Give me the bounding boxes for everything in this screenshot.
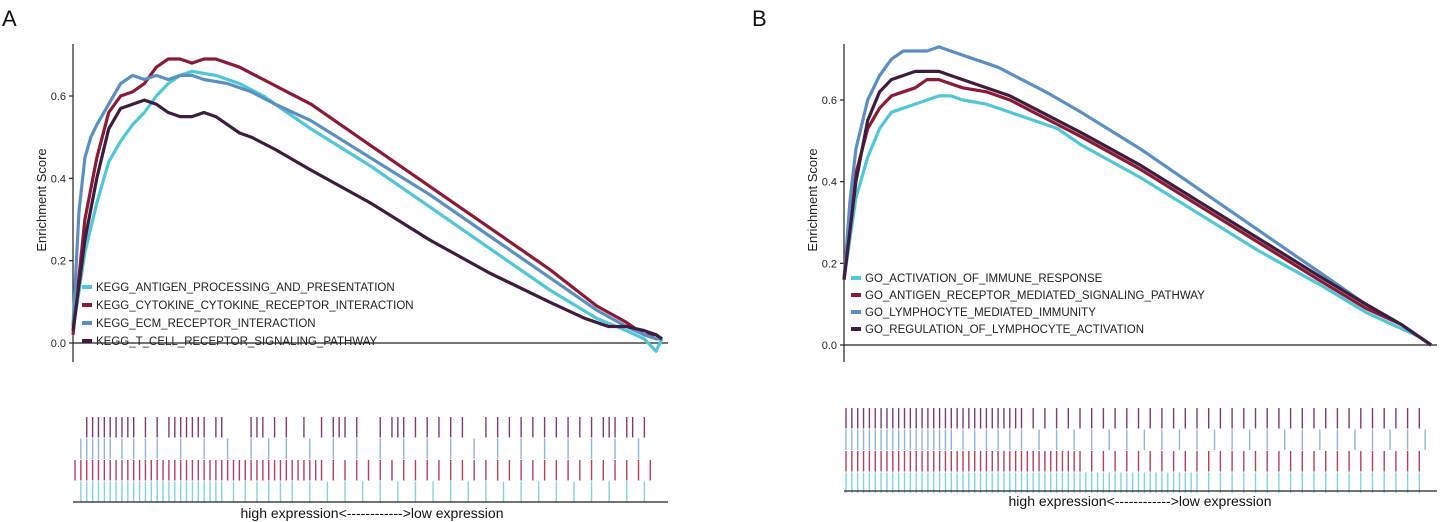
- series-line-two: [842, 78, 1433, 347]
- y-tick-label: 0.4: [822, 177, 837, 189]
- x-axis-caption: high expression<------------>low express…: [241, 505, 504, 521]
- series-line-three: [71, 73, 662, 341]
- legend-label-two: GO_ANTIGEN_RECEPTOR_MEDIATED_SIGNALING_P…: [865, 290, 1205, 302]
- legend-label-four: GO_REGULATION_OF_LYMPHOCYTE_ACTIVATION: [865, 324, 1144, 336]
- legend-label-one: GO_ACTIVATION_OF_IMMUNE_RESPONSE: [865, 273, 1103, 285]
- y-tick-label: 0.0: [51, 338, 66, 350]
- y-axis-label: Enrichment Score: [34, 148, 49, 251]
- series-line-one: [842, 94, 1433, 347]
- y-tick-label: 0.2: [822, 258, 837, 270]
- legend-label-three: KEGG_ECM_RECEPTOR_INTERACTION: [96, 318, 316, 330]
- y-tick-label: 0.6: [822, 95, 837, 107]
- legend-label-two: KEGG_CYTOKINE_CYTOKINE_RECEPTOR_INTERACT…: [96, 300, 414, 312]
- panel-b: B 0.0 0.2 0.4 0.6 Enrichment Score GO_ACTIVATI…: [752, 6, 1437, 509]
- y-tick-label: 0.4: [51, 173, 66, 185]
- series-line-two: [71, 57, 663, 341]
- panel-letter-b: B: [752, 6, 767, 31]
- series-line-four: [71, 98, 663, 341]
- y-axis-label: Enrichment Score: [805, 148, 820, 251]
- legend-label-three: GO_LYMPHOCYTE_MEDIATED_IMMUNITY: [865, 307, 1096, 319]
- x-axis-caption: high expression<------------>low express…: [1009, 493, 1272, 509]
- panel-a: A 0.0 0.2 0.4 0.6 Enrichment Score KEGG_ANTIGE…: [2, 6, 668, 521]
- legend-label-four: KEGG_T_CELL_RECEPTOR_SIGNALING_PATHWAY: [96, 336, 378, 348]
- y-tick-label: 0.6: [51, 91, 66, 103]
- legend-label-one: KEGG_ANTIGEN_PROCESSING_AND_PRESENTATION: [96, 282, 395, 294]
- series-line-three: [842, 45, 1433, 347]
- y-tick-label: 0.2: [51, 256, 66, 268]
- y-tick-label: 0.0: [822, 340, 837, 352]
- series-line-one: [71, 69, 664, 353]
- series-line-four: [842, 69, 1433, 347]
- panel-letter-a: A: [2, 6, 17, 31]
